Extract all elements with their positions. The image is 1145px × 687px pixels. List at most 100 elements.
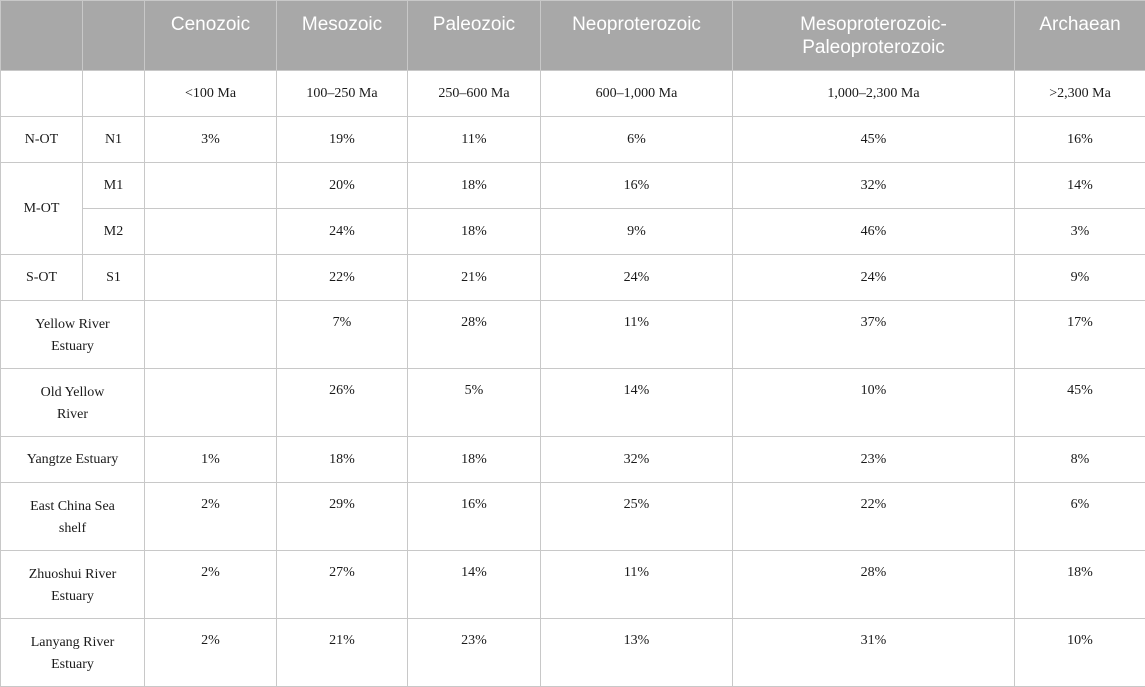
source-name-line2: Estuary: [51, 589, 94, 604]
group-label-m-ot: M-OT: [1, 163, 83, 255]
value-cell: 8%: [1015, 437, 1145, 483]
source-name-line2: Estuary: [51, 657, 94, 672]
source-label-lanyang-river-estuary: Lanyang River Estuary: [1, 619, 145, 687]
value-cell: 14%: [1015, 163, 1145, 209]
value-cell: 19%: [277, 117, 408, 163]
value-cell: 21%: [277, 619, 408, 687]
header-mesopaleo-line2: Paleoproterozoic: [802, 37, 945, 58]
source-name-line1: East China Sea: [30, 499, 115, 514]
header-cell-blank-2: [83, 1, 145, 71]
source-label-zhuoshui-river-estuary: Zhuoshui River Estuary: [1, 551, 145, 619]
value-cell: [145, 255, 277, 301]
value-cell: 18%: [408, 163, 541, 209]
value-cell: 25%: [541, 483, 733, 551]
range-cenozoic: <100 Ma: [145, 71, 277, 117]
table-row: Yangtze Estuary 1% 18% 18% 32% 23% 8%: [1, 437, 1145, 483]
header-row: Cenozoic Mesozoic Paleozoic Neoproterozo…: [1, 1, 1145, 71]
source-label-old-yellow-river: Old Yellow River: [1, 369, 145, 437]
source-label-yellow-river-estuary: Yellow River Estuary: [1, 301, 145, 369]
value-cell: 18%: [1015, 551, 1145, 619]
age-range-row: <100 Ma 100–250 Ma 250–600 Ma 600–1,000 …: [1, 71, 1145, 117]
value-cell: 9%: [1015, 255, 1145, 301]
table-row: M-OT M1 20% 18% 16% 32% 14%: [1, 163, 1145, 209]
value-cell: 11%: [541, 301, 733, 369]
value-cell: 18%: [277, 437, 408, 483]
table-row: Old Yellow River 26% 5% 14% 10% 45%: [1, 369, 1145, 437]
range-paleozoic: 250–600 Ma: [408, 71, 541, 117]
value-cell: 11%: [541, 551, 733, 619]
value-cell: 21%: [408, 255, 541, 301]
range-mesozoic: 100–250 Ma: [277, 71, 408, 117]
source-name-line1: Old Yellow: [41, 385, 105, 400]
value-cell: 24%: [733, 255, 1015, 301]
value-cell: 46%: [733, 209, 1015, 255]
header-mesozoic: Mesozoic: [277, 1, 408, 71]
value-cell: 2%: [145, 551, 277, 619]
value-cell: [145, 301, 277, 369]
value-cell: 45%: [1015, 369, 1145, 437]
source-name-line1: Lanyang River: [31, 635, 115, 650]
value-cell: 32%: [733, 163, 1015, 209]
header-cenozoic: Cenozoic: [145, 1, 277, 71]
table-row: Yellow River Estuary 7% 28% 11% 37% 17%: [1, 301, 1145, 369]
source-label-east-china-sea-shelf: East China Sea shelf: [1, 483, 145, 551]
value-cell: 13%: [541, 619, 733, 687]
value-cell: 16%: [408, 483, 541, 551]
group-label-s-ot: S-OT: [1, 255, 83, 301]
value-cell: 3%: [1015, 209, 1145, 255]
value-cell: 7%: [277, 301, 408, 369]
value-cell: 9%: [541, 209, 733, 255]
value-cell: 16%: [541, 163, 733, 209]
source-name-line2: shelf: [59, 521, 86, 536]
value-cell: 14%: [541, 369, 733, 437]
table-row: S-OT S1 22% 21% 24% 24% 9%: [1, 255, 1145, 301]
table-row: East China Sea shelf 2% 29% 16% 25% 22% …: [1, 483, 1145, 551]
sub-label-n1: N1: [83, 117, 145, 163]
range-neoproterozoic: 600–1,000 Ma: [541, 71, 733, 117]
value-cell: 37%: [733, 301, 1015, 369]
source-label-yangtze-estuary: Yangtze Estuary: [1, 437, 145, 483]
header-neoproterozoic: Neoproterozoic: [541, 1, 733, 71]
range-cell-blank-1: [1, 71, 83, 117]
value-cell: 6%: [1015, 483, 1145, 551]
source-name-line1: Zhuoshui River: [29, 567, 117, 582]
value-cell: [145, 163, 277, 209]
value-cell: 27%: [277, 551, 408, 619]
value-cell: 29%: [277, 483, 408, 551]
sub-label-m1: M1: [83, 163, 145, 209]
value-cell: 20%: [277, 163, 408, 209]
value-cell: 10%: [733, 369, 1015, 437]
value-cell: 3%: [145, 117, 277, 163]
value-cell: 31%: [733, 619, 1015, 687]
value-cell: 17%: [1015, 301, 1145, 369]
table-row: M2 24% 18% 9% 46% 3%: [1, 209, 1145, 255]
table-row: N-OT N1 3% 19% 11% 6% 45% 16%: [1, 117, 1145, 163]
range-mesoproterozoic-paleoproterozoic: 1,000–2,300 Ma: [733, 71, 1015, 117]
value-cell: 22%: [277, 255, 408, 301]
source-name-line2: River: [57, 407, 88, 422]
header-paleozoic: Paleozoic: [408, 1, 541, 71]
table-row: Zhuoshui River Estuary 2% 27% 14% 11% 28…: [1, 551, 1145, 619]
value-cell: [145, 209, 277, 255]
table-row: Lanyang River Estuary 2% 21% 23% 13% 31%…: [1, 619, 1145, 687]
value-cell: 10%: [1015, 619, 1145, 687]
value-cell: 22%: [733, 483, 1015, 551]
value-cell: 18%: [408, 437, 541, 483]
value-cell: 18%: [408, 209, 541, 255]
value-cell: [145, 369, 277, 437]
value-cell: 16%: [1015, 117, 1145, 163]
value-cell: 1%: [145, 437, 277, 483]
value-cell: 23%: [408, 619, 541, 687]
header-mesopaleo-line1: Mesoproterozoic-: [800, 14, 947, 35]
sub-label-s1: S1: [83, 255, 145, 301]
value-cell: 24%: [277, 209, 408, 255]
value-cell: 5%: [408, 369, 541, 437]
header-cell-blank-1: [1, 1, 83, 71]
value-cell: 2%: [145, 483, 277, 551]
value-cell: 32%: [541, 437, 733, 483]
value-cell: 24%: [541, 255, 733, 301]
range-archaean: >2,300 Ma: [1015, 71, 1145, 117]
group-label-n-ot: N-OT: [1, 117, 83, 163]
value-cell: 26%: [277, 369, 408, 437]
